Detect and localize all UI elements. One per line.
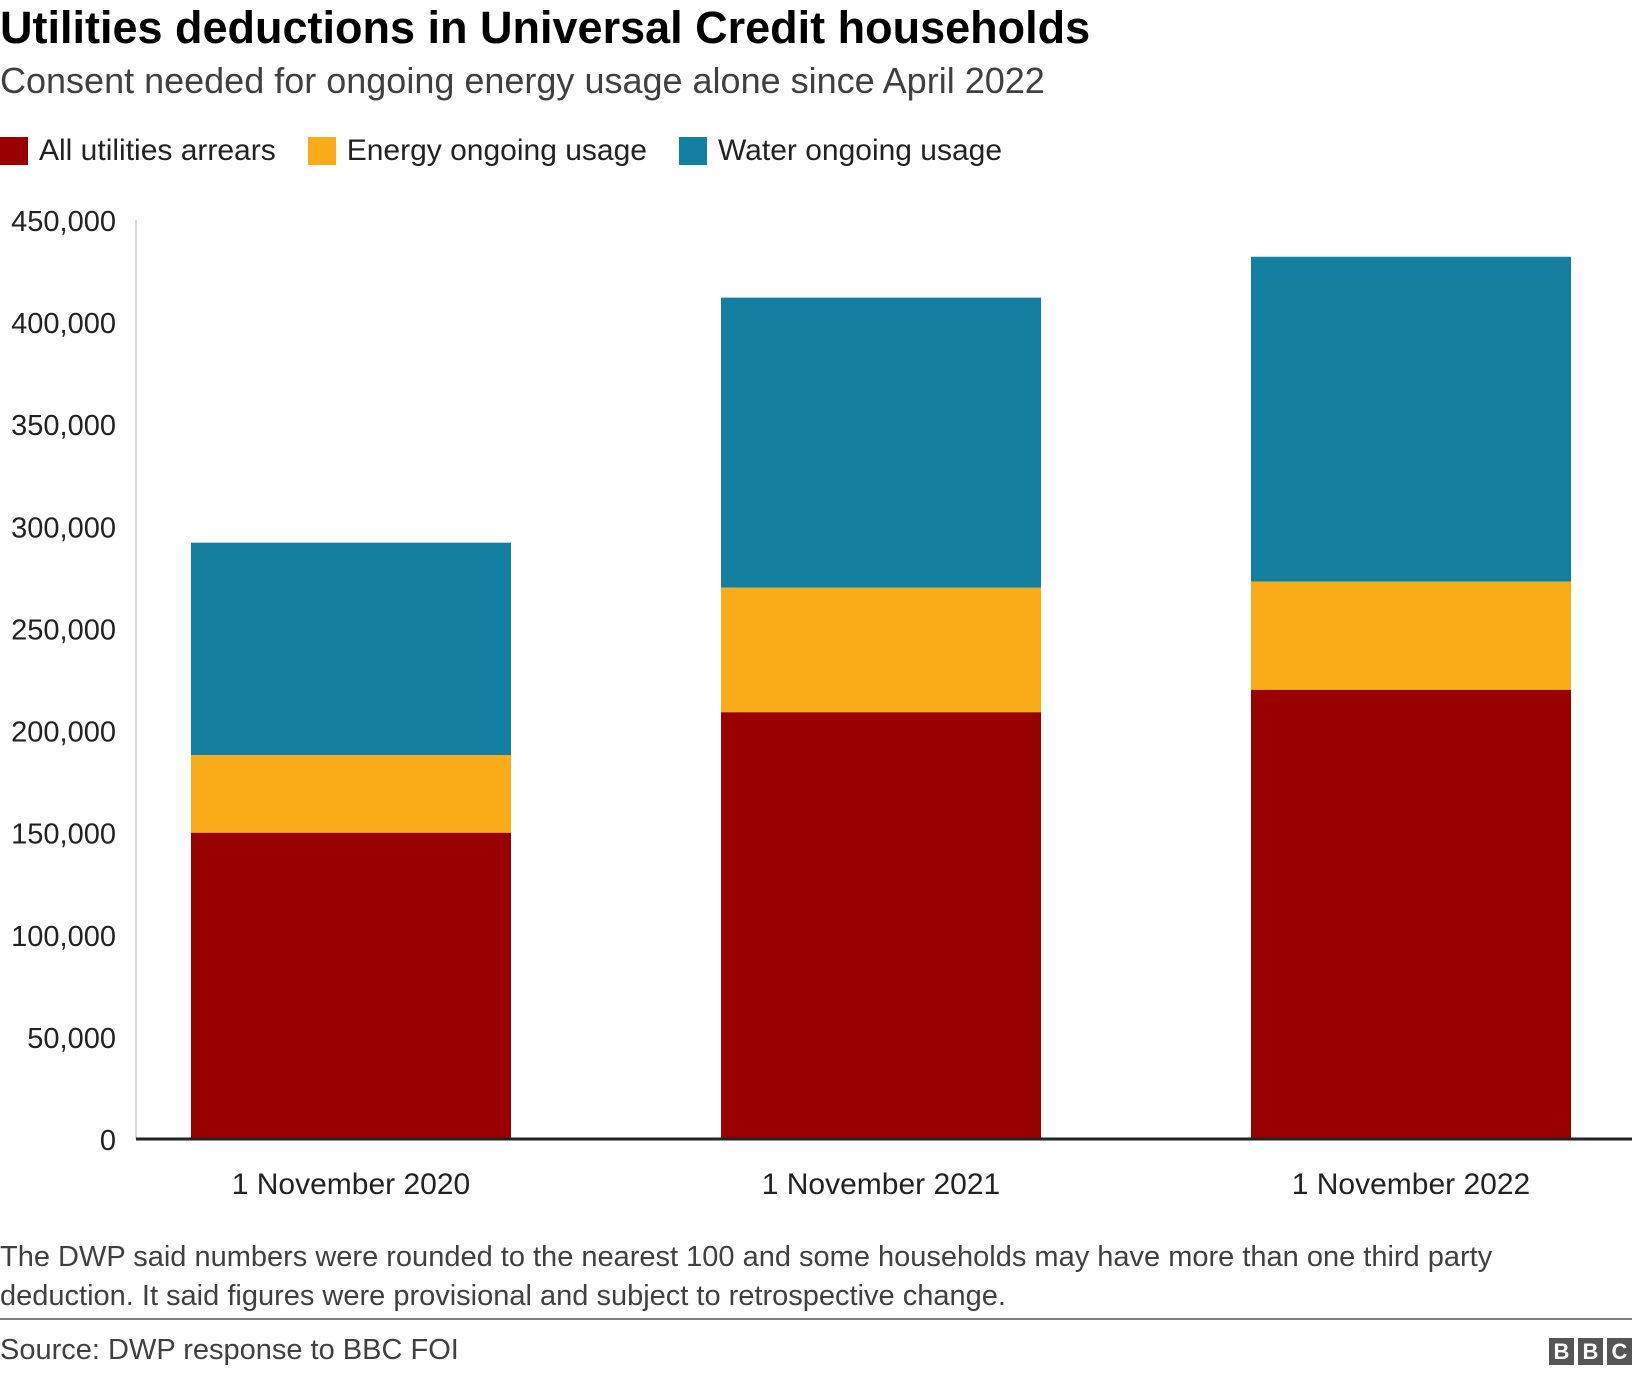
legend-swatch-arrears bbox=[0, 137, 28, 165]
source-text: Source: DWP response to BBC FOI bbox=[0, 1334, 459, 1366]
y-tick-label: 300,000 bbox=[11, 512, 116, 544]
bar-segment-arrears bbox=[721, 712, 1041, 1139]
bar-segment-energy bbox=[721, 587, 1041, 713]
x-tick-label: 1 November 2020 bbox=[232, 1168, 470, 1201]
legend-item-arrears: All utilities arrears bbox=[0, 134, 276, 168]
x-tick-label: 1 November 2022 bbox=[1292, 1168, 1530, 1201]
logo-letter: B bbox=[1578, 1338, 1603, 1365]
logo-letter: C bbox=[1607, 1338, 1632, 1365]
y-tick-label: 450,000 bbox=[11, 206, 116, 238]
logo-letter: B bbox=[1549, 1338, 1574, 1365]
bar-segment-arrears bbox=[1251, 689, 1571, 1139]
y-tick-label: 150,000 bbox=[11, 819, 116, 851]
legend-item-water: Water ongoing usage bbox=[678, 134, 1003, 168]
bar-segment-energy bbox=[191, 755, 511, 833]
y-tick-label: 350,000 bbox=[11, 410, 116, 442]
y-tick-label: 50,000 bbox=[27, 1023, 116, 1055]
bar-segment-energy bbox=[1251, 581, 1571, 690]
bar-segment-water bbox=[191, 542, 511, 756]
legend-label-energy: Energy ongoing usage bbox=[346, 134, 647, 167]
bar-segment-water bbox=[1251, 256, 1571, 582]
footnote: The DWP said numbers were rounded to the… bbox=[0, 1241, 1493, 1312]
legend-label-arrears: All utilities arrears bbox=[39, 134, 276, 167]
bar-segment-water bbox=[721, 297, 1041, 588]
footer-divider bbox=[0, 1318, 1632, 1320]
y-tick-label: 0 bbox=[100, 1125, 116, 1157]
legend-item-energy: Energy ongoing usage bbox=[307, 134, 647, 168]
legend-swatch-water bbox=[678, 137, 707, 165]
y-tick-label: 250,000 bbox=[11, 614, 116, 646]
bbc-logo: B B C bbox=[1545, 1338, 1632, 1365]
legend-swatch-energy bbox=[307, 137, 336, 165]
y-tick-label: 100,000 bbox=[11, 921, 116, 953]
legend-label-water: Water ongoing usage bbox=[717, 134, 1003, 167]
y-tick-label: 400,000 bbox=[11, 308, 116, 340]
chart-title: Utilities deductions in Universal Credit… bbox=[0, 2, 1091, 53]
chart-subtitle: Consent needed for ongoing energy usage … bbox=[0, 60, 1045, 101]
legend: All utilities arrears Energy ongoing usa… bbox=[0, 134, 1034, 168]
stacked-bar-chart: 0 50,000 100,000 150,000 200,000 250,000 300,0… bbox=[11, 206, 1632, 1201]
y-tick-label: 200,000 bbox=[11, 717, 116, 749]
bar-segment-arrears bbox=[191, 832, 511, 1139]
x-tick-label: 1 November 2021 bbox=[762, 1168, 1000, 1201]
